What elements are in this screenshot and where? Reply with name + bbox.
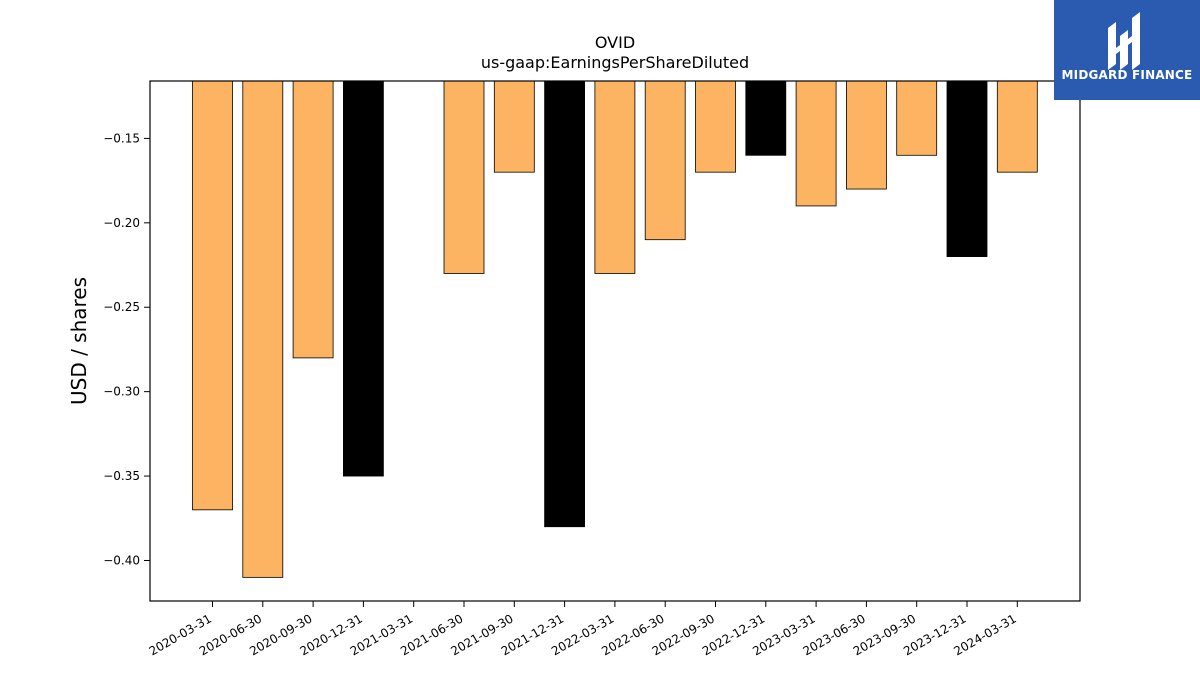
- y-tick-label: −0.40: [103, 553, 140, 567]
- chart-subtitle: us-gaap:EarningsPerShareDiluted: [481, 53, 749, 72]
- bars-group: [192, 80, 1038, 578]
- bar-2024-03-31: [996, 80, 1038, 173]
- y-tick-label: −0.35: [103, 469, 140, 483]
- y-ticks-group: −0.40 −0.35 −0.30 −0.25 −0.20 −0.15: [103, 131, 150, 567]
- bar-2023-09-30: [896, 80, 938, 156]
- bar-2021-12-31: [544, 80, 585, 528]
- bar-2021-06-30: [443, 80, 485, 274]
- bar-2020-03-31: [192, 80, 233, 511]
- bar-2020-09-30: [292, 80, 334, 359]
- bar-2023-12-31: [946, 80, 988, 257]
- bar-2021-09-30: [493, 80, 535, 173]
- bar-2020-06-30: [242, 80, 284, 578]
- plot-frame: [149, 80, 1081, 602]
- y-tick-label: −0.20: [103, 216, 140, 230]
- x-ticks-group: 2020-03-312020-06-302020-09-302020-12-31…: [147, 601, 1019, 658]
- bar-2022-09-30: [695, 80, 736, 173]
- bar-2020-12-31: [342, 80, 384, 477]
- bar-2022-06-30: [644, 80, 686, 241]
- chart-title: OVID: [595, 33, 635, 52]
- brand-logo: MIDGARD FINANCE: [1054, 0, 1200, 100]
- y-tick-label: −0.15: [103, 131, 140, 145]
- brand-name: MIDGARD FINANCE: [1061, 68, 1193, 82]
- y-axis-label: USD / shares: [67, 277, 91, 405]
- y-tick-label: −0.25: [103, 300, 140, 314]
- y-tick-label: −0.30: [103, 385, 140, 399]
- bar-2023-06-30: [846, 80, 887, 190]
- bar-2022-12-31: [745, 80, 787, 156]
- bar-2022-03-31: [594, 80, 636, 274]
- bar-2023-03-31: [795, 80, 837, 207]
- midgard-logo-icon: [1108, 12, 1140, 70]
